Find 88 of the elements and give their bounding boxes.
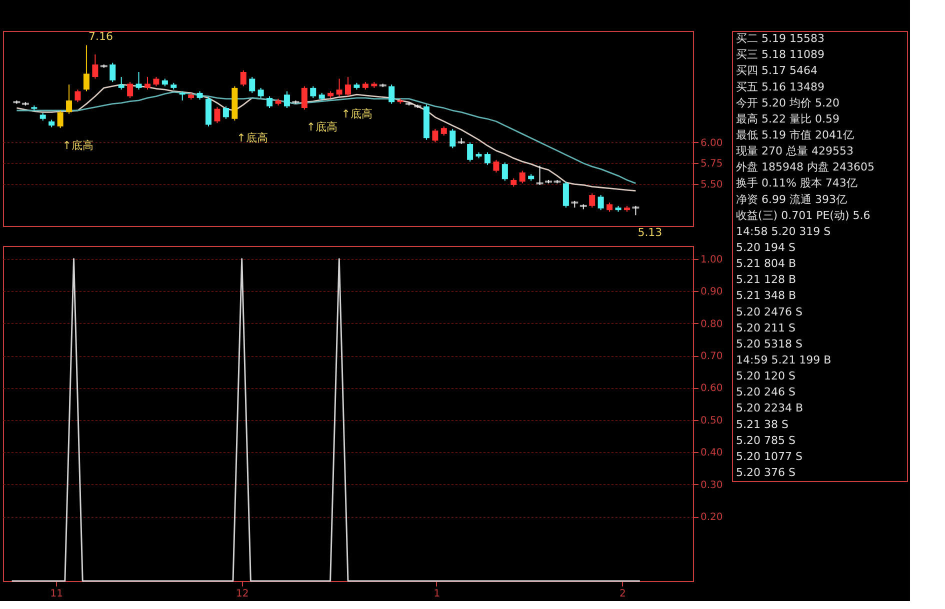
candlestick — [502, 162, 508, 182]
candlestick — [432, 128, 438, 143]
candlestick — [598, 194, 604, 211]
candlestick — [118, 76, 124, 90]
y-tick-label: 5.50 — [700, 180, 723, 191]
candlestick — [606, 202, 613, 212]
x-tick-label: 12 — [236, 588, 249, 600]
text: 14:58 5.20 319 S — [736, 224, 831, 238]
y-tick-label: 1.00 — [700, 254, 723, 266]
text: 5.20 246 S — [736, 386, 796, 399]
candlestick — [388, 84, 395, 104]
text: 5.20 785 S — [736, 434, 796, 447]
text: 买二 5.19 15583 — [736, 32, 824, 46]
text: 最高 5.22 量比 0.59 — [736, 112, 840, 126]
text: 5.20 2476 S — [736, 305, 802, 318]
y-tick-label: 0.60 — [700, 383, 723, 394]
candlestick — [493, 159, 500, 173]
candlestick — [153, 76, 160, 87]
candlestick — [144, 76, 150, 90]
candlestick — [284, 90, 290, 108]
candlestick — [258, 87, 264, 98]
text: 最低 5.19 市值 2041亿 — [736, 128, 854, 142]
text: 买四 5.17 5464 — [736, 64, 818, 78]
candlestick — [136, 72, 142, 90]
candlestick — [301, 86, 308, 110]
candlestick — [536, 165, 544, 186]
candlestick — [57, 110, 64, 129]
y-tick-label: 0.90 — [700, 286, 723, 298]
x-tick-label: 11 — [50, 588, 63, 600]
text: ↑底高 — [341, 107, 372, 120]
text: 5.20 211 S — [736, 321, 796, 334]
y-tick-label: 0.40 — [700, 448, 723, 459]
x-tick-label: 1 — [434, 588, 440, 600]
candlestick — [632, 205, 640, 216]
y-tick-label: 0.80 — [700, 318, 723, 330]
candlestick — [249, 76, 256, 94]
text: 5.21 128 B — [736, 273, 796, 286]
text: 净资 6.99 流通 393亿 — [736, 192, 847, 206]
text: 5.20 376 S — [736, 466, 796, 479]
candlestick — [179, 90, 186, 101]
candlestick — [240, 70, 246, 87]
text: 5.20 194 S — [736, 240, 796, 254]
x-tick-label: 2 — [620, 588, 626, 600]
candlestick — [127, 82, 134, 98]
y-tick-label: 0.70 — [700, 351, 723, 362]
text: 5.21 38 S — [736, 418, 788, 431]
candlestick — [562, 181, 569, 208]
candlestick — [345, 76, 351, 97]
text: 外盘 185948 内盘 243605 — [736, 160, 874, 174]
text: 5.20 2234 B — [736, 402, 804, 415]
candlestick — [266, 96, 273, 108]
candlestick — [484, 152, 490, 166]
text: 5.21 804 B — [736, 257, 796, 270]
candlestick — [222, 106, 229, 120]
text: 买三 5.18 11089 — [736, 48, 824, 62]
candlestick — [66, 84, 72, 114]
text: ↑底高 — [236, 132, 268, 145]
text: 14:59 5.21 199 B — [736, 353, 832, 366]
candlestick — [336, 78, 342, 97]
candlestick — [467, 142, 474, 162]
text: 换手 0.11% 股本 743亿 — [736, 176, 858, 190]
y-tick-label: 0.50 — [700, 415, 723, 426]
candlestick — [74, 89, 81, 103]
text: 买五 5.16 13489 — [736, 80, 824, 94]
candlestick — [589, 192, 596, 208]
candlestick — [110, 62, 116, 83]
y-tick-label: 0.20 — [700, 512, 723, 524]
y-tick-label: 6.00 — [700, 138, 723, 149]
candlestick — [440, 126, 447, 136]
text: 现量 270 总量 429553 — [736, 144, 854, 158]
text: 收益(三) 0.701 PE(动) 5.6 — [736, 208, 870, 222]
text: ↑底高 — [62, 139, 94, 152]
text: 5.20 1077 S — [736, 450, 802, 463]
text: 5.13 — [638, 226, 662, 240]
text: 今开 5.20 均价 5.20 — [736, 96, 840, 110]
y-tick-label: 5.75 — [700, 158, 723, 170]
candlestick — [83, 44, 90, 92]
text: 7.16 — [88, 30, 113, 44]
y-tick-label: 0.30 — [700, 480, 723, 491]
text: ↑底高 — [306, 120, 338, 134]
candlestick — [92, 54, 98, 80]
text: 5.20 5318 S — [736, 337, 802, 350]
candlestick — [519, 170, 526, 184]
candlestick — [310, 86, 316, 98]
text: 5.20 120 S — [736, 370, 796, 383]
candlestick — [214, 106, 220, 124]
text: 5.21 348 B — [736, 289, 796, 302]
candlestick — [450, 128, 456, 149]
